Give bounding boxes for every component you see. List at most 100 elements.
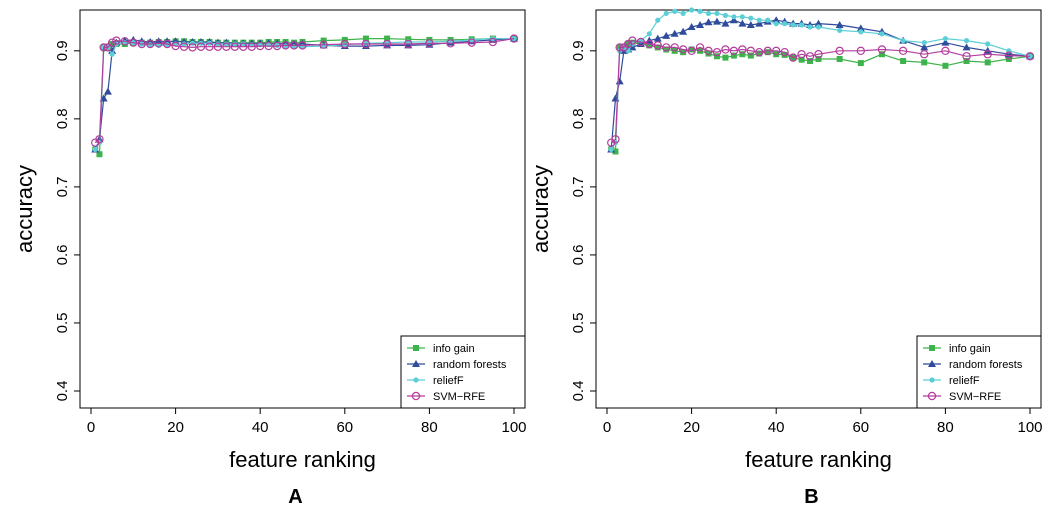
data-point bbox=[712, 17, 721, 25]
data-point bbox=[781, 51, 788, 58]
data-point bbox=[877, 45, 887, 54]
data-point bbox=[446, 39, 455, 48]
data-point bbox=[712, 47, 722, 57]
legend-entry: SVM−RFE bbox=[433, 391, 485, 403]
data-point bbox=[628, 43, 637, 51]
data-point bbox=[256, 41, 265, 51]
data-point bbox=[171, 41, 180, 51]
data-point bbox=[628, 36, 637, 45]
x-tick-label: 100 bbox=[1017, 419, 1042, 436]
data-point bbox=[687, 46, 696, 56]
data-point bbox=[836, 55, 843, 62]
data-point bbox=[99, 43, 108, 52]
data-point bbox=[179, 42, 189, 51]
data-point bbox=[662, 31, 671, 39]
data-point bbox=[962, 52, 971, 61]
data-point bbox=[782, 21, 788, 27]
data-point bbox=[188, 43, 197, 52]
data-point bbox=[835, 46, 844, 56]
y-tick-label: 0.8 bbox=[54, 108, 71, 129]
data-point bbox=[780, 47, 789, 57]
data-point bbox=[695, 43, 705, 52]
y-axis-title: accuracy bbox=[12, 165, 37, 253]
data-point bbox=[714, 10, 720, 17]
data-point bbox=[722, 54, 729, 61]
data-point bbox=[807, 58, 814, 65]
series-line bbox=[94, 37, 514, 150]
legend-marker bbox=[411, 391, 421, 401]
data-point bbox=[837, 27, 843, 34]
data-point bbox=[146, 39, 155, 49]
data-point bbox=[646, 42, 653, 49]
panel-label: A bbox=[288, 486, 302, 508]
series-svm-rfe bbox=[607, 36, 1035, 147]
data-point bbox=[772, 16, 781, 24]
data-point bbox=[921, 40, 927, 46]
data-point bbox=[425, 39, 434, 48]
data-point bbox=[653, 34, 662, 42]
data-point bbox=[857, 60, 864, 67]
data-point bbox=[509, 34, 519, 43]
data-point bbox=[879, 31, 885, 37]
data-point bbox=[213, 42, 223, 51]
data-point bbox=[963, 58, 970, 65]
data-point bbox=[756, 50, 763, 57]
y-tick-label: 0.5 bbox=[54, 313, 71, 334]
data-point bbox=[655, 17, 661, 23]
data-point bbox=[196, 42, 206, 51]
data-point bbox=[962, 43, 971, 51]
x-tick-label: 60 bbox=[336, 419, 353, 436]
data-point bbox=[856, 24, 865, 32]
data-point bbox=[739, 14, 745, 20]
data-point bbox=[319, 40, 328, 49]
legend-entry: reliefF bbox=[949, 375, 980, 387]
data-point bbox=[805, 52, 815, 61]
x-tick-label: 80 bbox=[937, 419, 954, 436]
y-tick-label: 0.9 bbox=[570, 40, 587, 61]
data-point bbox=[731, 14, 737, 20]
data-point bbox=[721, 19, 730, 27]
data-point bbox=[645, 39, 654, 49]
y-tick-label: 0.5 bbox=[570, 313, 587, 334]
data-point bbox=[942, 62, 949, 69]
data-point bbox=[765, 17, 771, 23]
x-axis-title: feature ranking bbox=[745, 447, 892, 472]
data-point bbox=[835, 20, 844, 28]
x-tick-label: 40 bbox=[252, 419, 269, 436]
data-point bbox=[222, 42, 231, 51]
data-point bbox=[469, 37, 475, 43]
data-point bbox=[1025, 52, 1035, 61]
y-tick-label: 0.4 bbox=[570, 381, 587, 402]
data-point bbox=[856, 46, 866, 56]
chart-panel-b: 0 20 40 60 80 100 0.4 0.5 0.6 0.7 0.8 0.9 feature ra… bbox=[528, 7, 1043, 508]
plot-frame bbox=[595, 9, 1042, 409]
y-tick-label: 0.9 bbox=[54, 40, 71, 61]
data-point bbox=[704, 18, 713, 26]
data-point bbox=[289, 41, 299, 50]
data-point bbox=[154, 39, 163, 48]
data-point bbox=[272, 41, 282, 51]
data-point bbox=[612, 148, 619, 155]
data-point bbox=[941, 46, 950, 56]
data-point bbox=[129, 38, 138, 47]
data-point bbox=[878, 51, 885, 58]
legend-entry: info gain bbox=[433, 343, 475, 355]
data-point bbox=[747, 52, 754, 59]
x-tick-label: 20 bbox=[683, 419, 700, 436]
panel-label: B bbox=[804, 486, 818, 508]
data-point bbox=[608, 146, 614, 153]
series-line bbox=[94, 38, 515, 144]
data-point bbox=[755, 19, 764, 27]
x-tick-label: 100 bbox=[501, 419, 526, 436]
data-point bbox=[363, 40, 369, 46]
data-point bbox=[384, 35, 391, 42]
x-tick-label: 20 bbox=[167, 419, 184, 436]
data-point bbox=[361, 39, 371, 49]
data-point bbox=[298, 41, 307, 50]
data-point bbox=[764, 49, 771, 56]
chart-panel-a: 0 20 40 60 80 100 0.4 0.5 0.6 0.7 0.8 0.9 feature ra… bbox=[12, 9, 527, 508]
series-line bbox=[610, 39, 1031, 144]
data-point bbox=[729, 16, 738, 24]
legend-entry: reliefF bbox=[433, 375, 464, 387]
series-random-forests bbox=[91, 34, 518, 153]
